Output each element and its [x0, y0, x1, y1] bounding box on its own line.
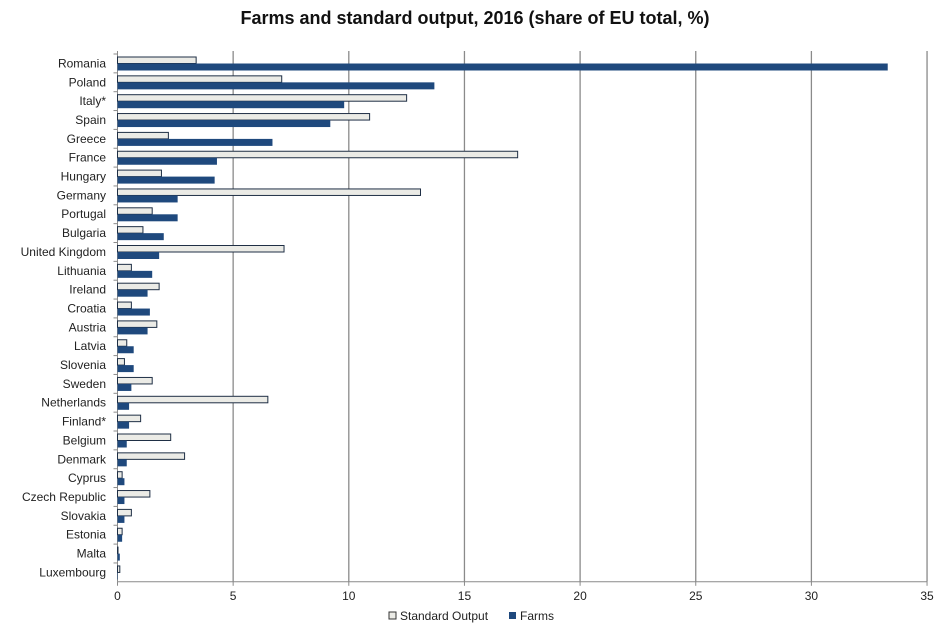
category-label: Slovenia — [60, 358, 106, 372]
bar-farms — [117, 346, 134, 354]
category-label: Finland* — [62, 415, 106, 429]
bar-standard-output — [117, 376, 153, 385]
category-label: France — [69, 151, 107, 165]
bar-farms — [117, 402, 130, 410]
bar-farms — [117, 82, 435, 90]
category-label: Portugal — [61, 207, 106, 221]
bar-standard-output — [117, 263, 132, 272]
bar-standard-output — [117, 301, 132, 310]
x-tick-label: 20 — [573, 589, 587, 603]
bar-standard-output — [117, 282, 160, 291]
category-label: Ireland — [69, 283, 106, 297]
bar-standard-output — [117, 358, 125, 366]
bar-standard-output — [117, 508, 132, 517]
category-label: Malta — [77, 547, 107, 561]
bar-farms — [117, 138, 273, 146]
category-label: Hungary — [61, 170, 106, 184]
chart-title: Farms and standard output, 2016 (share o… — [240, 8, 709, 28]
bar-standard-output — [117, 188, 422, 196]
bar-farms — [117, 176, 215, 184]
x-tick-label: 15 — [458, 589, 472, 603]
category-label: Romania — [58, 56, 106, 70]
bar-standard-output — [117, 395, 269, 404]
bar-farms — [117, 308, 150, 316]
category-label: Croatia — [67, 301, 106, 315]
bar-standard-output — [117, 490, 151, 498]
bar-farms — [117, 459, 127, 467]
category-label: United Kingdom — [21, 245, 106, 259]
bar-farms — [117, 497, 125, 505]
bar-standard-output — [117, 452, 186, 460]
category-label: Spain — [75, 113, 106, 127]
category-label: Germany — [57, 188, 106, 202]
bar-farms — [117, 195, 178, 203]
bar-farms — [117, 421, 130, 429]
category-label: Italy* — [79, 94, 106, 108]
category-label: Poland — [69, 75, 106, 89]
category-label: Austria — [69, 320, 107, 334]
x-tick-label: 5 — [230, 589, 237, 603]
bar-farms — [117, 289, 148, 297]
bar-farms — [117, 534, 123, 542]
bar-farms — [117, 270, 153, 278]
bar-standard-output — [117, 207, 153, 215]
bar-standard-output — [117, 433, 172, 441]
bar-farms — [117, 120, 331, 128]
bar-standard-output — [117, 414, 142, 423]
category-label: Bulgaria — [62, 226, 106, 240]
category-label: Luxembourg — [39, 565, 106, 579]
x-tick-label: 35 — [920, 589, 934, 603]
bar-farms — [117, 478, 125, 486]
bar-standard-output — [117, 75, 283, 83]
bar-farms — [117, 157, 217, 165]
category-label: Cyprus — [68, 471, 106, 485]
bar-farms — [117, 233, 164, 241]
bar-standard-output — [117, 226, 144, 234]
x-tick-label: 30 — [805, 589, 819, 603]
x-tick-label: 0 — [114, 589, 121, 603]
legend-swatch-farms — [509, 612, 516, 619]
bar-standard-output — [117, 56, 197, 64]
bar-farms — [117, 365, 134, 373]
legend-swatch-standard-output — [388, 611, 397, 620]
bar-standard-output — [117, 565, 121, 573]
bar-farms — [117, 63, 888, 71]
bar-standard-output — [117, 245, 285, 253]
category-label: Belgium — [63, 433, 106, 447]
category-label: Latvia — [74, 339, 106, 353]
bar-farms — [117, 214, 178, 222]
category-label: Czech Republic — [22, 490, 106, 504]
bar-farms — [117, 515, 125, 523]
legend-label-farms: Farms — [520, 609, 554, 623]
category-label: Netherlands — [41, 396, 106, 410]
legend-label-standard-output: Standard Output — [400, 609, 489, 623]
category-label: Slovakia — [61, 509, 107, 523]
bar-farms — [117, 252, 160, 259]
bar-farms — [117, 101, 345, 109]
bar-standard-output — [117, 339, 128, 347]
category-label: Greece — [67, 132, 107, 146]
category-label: Estonia — [66, 528, 106, 542]
bar-standard-output — [117, 94, 408, 102]
bar-standard-output — [117, 113, 371, 121]
category-label: Denmark — [57, 452, 107, 466]
x-tick-label: 25 — [689, 589, 703, 603]
bar-farms — [117, 553, 120, 561]
bar-standard-output — [117, 169, 162, 178]
x-tick-label: 10 — [342, 589, 356, 603]
bar-farms — [117, 383, 132, 391]
bar-farms — [117, 572, 118, 580]
bar-farms — [117, 327, 148, 335]
category-label: Lithuania — [57, 264, 106, 278]
bar-standard-output — [117, 131, 169, 140]
bar-standard-output — [117, 320, 158, 328]
category-label: Sweden — [63, 377, 106, 391]
bar-standard-output — [117, 527, 123, 536]
bar-farms — [117, 440, 127, 448]
bar-standard-output — [117, 150, 519, 159]
bar-standard-output — [117, 546, 119, 555]
bar-standard-output — [117, 471, 123, 479]
